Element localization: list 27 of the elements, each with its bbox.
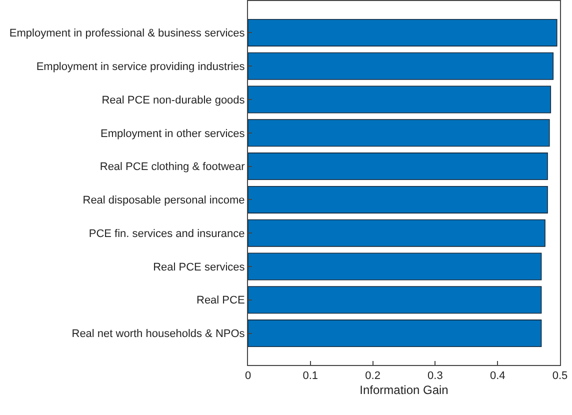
bar bbox=[248, 86, 552, 114]
bar bbox=[248, 52, 554, 80]
y-tick-label: Employment in service providing industries bbox=[36, 60, 246, 73]
x-axis-title: Information Gain bbox=[360, 383, 448, 398]
bar bbox=[248, 320, 542, 348]
bar bbox=[248, 186, 548, 214]
x-tick-label: 0.2 bbox=[365, 370, 380, 382]
bar bbox=[248, 219, 546, 247]
bar bbox=[248, 119, 550, 147]
y-tick-label: PCE fin. services and insurance bbox=[88, 228, 245, 240]
x-tick-label: 0.4 bbox=[490, 370, 506, 382]
bar bbox=[248, 286, 542, 314]
x-tick-label: 0.1 bbox=[302, 370, 318, 382]
y-tick-label: Real PCE bbox=[196, 294, 245, 307]
bar bbox=[248, 252, 542, 280]
bar bbox=[248, 18, 558, 46]
x-tick-label: 0.5 bbox=[552, 370, 568, 382]
y-tick-label: Real PCE clothing & footwear bbox=[100, 161, 246, 174]
y-tick-label: Employment in professional & business services bbox=[9, 28, 246, 40]
y-tick-label: Real disposable personal income bbox=[82, 194, 245, 207]
y-tick-label: Real PCE non-durable goods bbox=[102, 94, 246, 106]
x-tick-label: 0.3 bbox=[428, 370, 443, 382]
y-tick-label: Employment in other services bbox=[100, 128, 246, 140]
bar bbox=[248, 152, 548, 180]
x-tick-label: 0 bbox=[244, 370, 252, 382]
y-tick-label: Real net worth households & NPOs bbox=[72, 328, 246, 340]
y-tick-label: Real PCE services bbox=[153, 261, 246, 274]
